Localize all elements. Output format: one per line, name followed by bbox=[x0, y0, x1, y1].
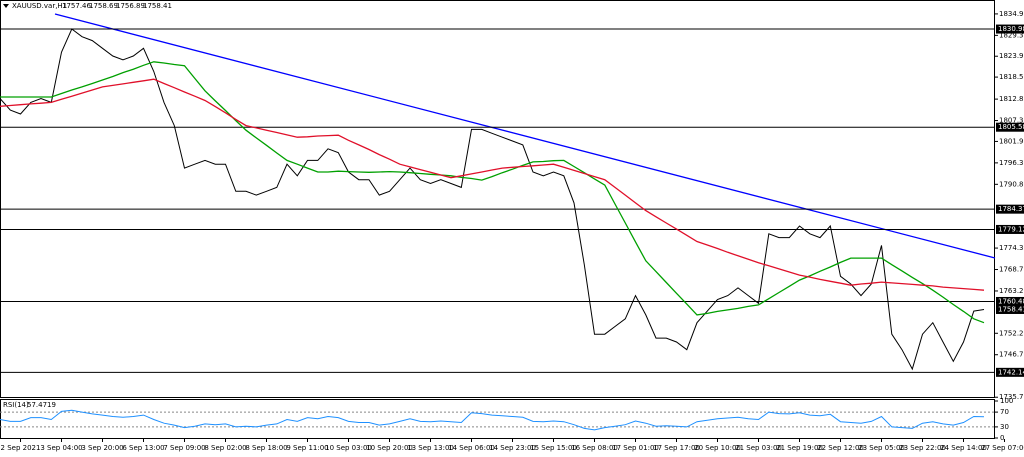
x-tick-label: 24 Sep 14:00 bbox=[940, 444, 987, 452]
y-tick-label: 1735.70 bbox=[999, 393, 1024, 401]
x-tick-label: 14 Sep 06:00 bbox=[448, 444, 495, 452]
y-tick-label: 1807.30 bbox=[999, 117, 1024, 125]
main-frame bbox=[0, 0, 995, 398]
x-tick-label: 14 Sep 23:00 bbox=[489, 444, 536, 452]
y-tick-label: 1774.30 bbox=[999, 244, 1024, 252]
y-tick-label: 0 bbox=[1000, 434, 1004, 442]
y-tick-label: 1829.35 bbox=[999, 31, 1024, 39]
series-line bbox=[0, 28, 985, 371]
ohlc-value: 1758.41 bbox=[143, 2, 172, 10]
price-label-box bbox=[996, 304, 1024, 314]
level-label: 1784.37 bbox=[998, 205, 1024, 213]
x-tick-label: 8 Sep 02:00 bbox=[204, 444, 246, 452]
y-tick-label: 1834.90 bbox=[999, 10, 1024, 18]
y-tick-label: 1823.95 bbox=[999, 52, 1024, 60]
series-line bbox=[0, 409, 985, 431]
level-label: 1830.98 bbox=[998, 25, 1024, 33]
series-line bbox=[0, 61, 985, 324]
x-tick-label: 10 Sep 03:00 bbox=[325, 444, 372, 452]
rsi-title: RSI(14) bbox=[3, 401, 29, 409]
level-label-box bbox=[996, 122, 1024, 132]
x-tick-label: 22 Sep 12:00 bbox=[817, 444, 864, 452]
y-tick-label: 1752.25 bbox=[999, 329, 1024, 337]
x-tick-label: 9 Sep 11:00 bbox=[286, 444, 328, 452]
x-tick-label: 23 Sep 05:00 bbox=[858, 444, 905, 452]
series-line bbox=[0, 78, 985, 291]
level-label: 1805.58 bbox=[998, 123, 1024, 131]
x-tick-label: 2 Sep 2021 bbox=[1, 444, 41, 452]
rsi-value: 57.4719 bbox=[27, 401, 56, 409]
level-label: 1742.14 bbox=[998, 368, 1024, 376]
x-tick-label: 15 Sep 15:00 bbox=[530, 444, 577, 452]
x-tick-label: 7 Sep 09:00 bbox=[163, 444, 205, 452]
ohlc-value: 1757.46 bbox=[62, 2, 91, 10]
level-label-box bbox=[996, 204, 1024, 214]
level-label: 1760.48 bbox=[998, 297, 1024, 305]
y-tick-label: 1812.85 bbox=[999, 95, 1024, 103]
x-tick-label: 3 Sep 04:00 bbox=[40, 444, 82, 452]
y-tick-label: 1796.35 bbox=[999, 159, 1024, 167]
x-tick-label: 21 Sep 19:00 bbox=[776, 444, 823, 452]
y-tick-label: 70 bbox=[1000, 408, 1009, 416]
x-tick-label: 3 Sep 20:00 bbox=[81, 444, 123, 452]
y-tick-label: 100 bbox=[1000, 397, 1013, 405]
trend-line bbox=[54, 13, 996, 259]
x-tick-label: 21 Sep 03:00 bbox=[735, 444, 782, 452]
y-tick-label: 30 bbox=[1000, 423, 1009, 431]
level-label-box bbox=[996, 296, 1024, 306]
price-label: 1758.41 bbox=[998, 305, 1024, 313]
level-label: 1779.12 bbox=[998, 225, 1024, 233]
x-tick-label: 8 Sep 18:00 bbox=[245, 444, 287, 452]
level-label-box bbox=[996, 24, 1024, 34]
ohlc-value: 1758.69 bbox=[89, 2, 118, 10]
x-tick-label: 6 Sep 13:00 bbox=[122, 444, 164, 452]
level-label-box bbox=[996, 367, 1024, 377]
ohlc-value: 1756.89 bbox=[116, 2, 145, 10]
y-tick-label: 1763.20 bbox=[999, 287, 1024, 295]
y-tick-label: 1790.80 bbox=[999, 180, 1024, 188]
y-tick-label: 1801.90 bbox=[999, 137, 1024, 145]
x-tick-label: 17 Sep 01:00 bbox=[612, 444, 659, 452]
x-tick-label: 16 Sep 08:00 bbox=[571, 444, 618, 452]
rsi-frame bbox=[0, 399, 995, 439]
level-label-box bbox=[996, 224, 1024, 234]
y-tick-label: 1746.70 bbox=[999, 351, 1024, 359]
y-tick-label: 1768.75 bbox=[999, 266, 1024, 274]
menu-icon[interactable] bbox=[3, 4, 9, 8]
x-tick-label: 23 Sep 22:00 bbox=[899, 444, 946, 452]
x-tick-label: 27 Sep 07:00 bbox=[981, 444, 1024, 452]
x-tick-label: 10 Sep 20:00 bbox=[366, 444, 413, 452]
symbol: XAUUSD.var,H1 bbox=[12, 2, 67, 10]
x-tick-label: 20 Sep 10:00 bbox=[694, 444, 741, 452]
x-tick-label: 13 Sep 13:00 bbox=[407, 444, 454, 452]
x-tick-label: 17 Sep 17:00 bbox=[653, 444, 700, 452]
y-tick-label: 1818.55 bbox=[999, 73, 1024, 81]
